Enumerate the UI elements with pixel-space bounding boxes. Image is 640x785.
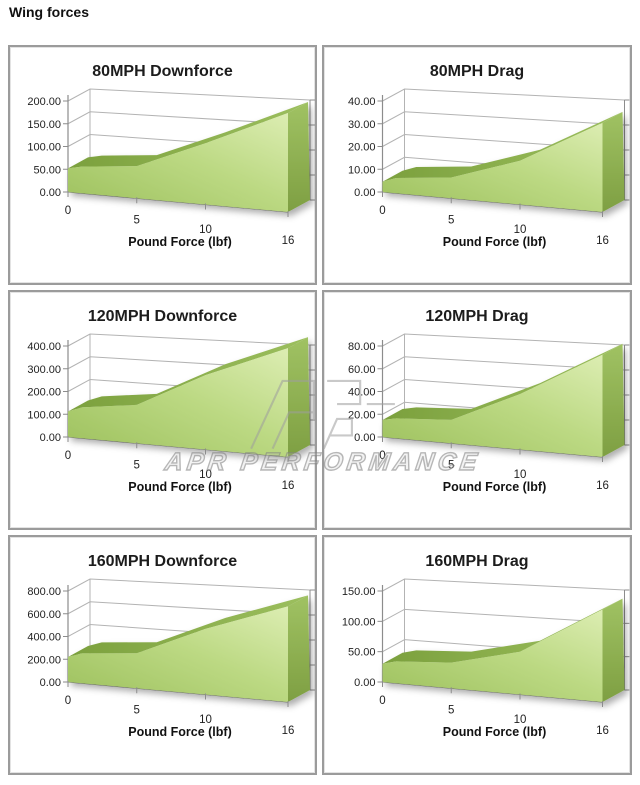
svg-text:Pound Force (lbf): Pound Force (lbf) — [443, 725, 546, 739]
area-chart-80mph-drag: 0.00 10.00 20.00 30.00 40.00 0 5 10 16 Pound Forc… — [348, 88, 630, 249]
svg-text:400.00: 400.00 — [27, 341, 61, 353]
chart-title: 120MPH Drag — [425, 308, 529, 325]
page-title: Wing forces — [9, 4, 89, 20]
svg-text:100.00: 100.00 — [342, 616, 376, 628]
svg-text:5: 5 — [134, 459, 140, 471]
svg-text:5: 5 — [134, 214, 140, 226]
svg-text:50.00: 50.00 — [33, 164, 61, 176]
svg-text:600.00: 600.00 — [27, 609, 61, 621]
area-chart-120mph-drag: 0.00 20.00 40.00 60.00 80.00 0 5 10 16 Pound Forc… — [348, 333, 630, 494]
chart-title: 160MPH Drag — [425, 553, 529, 570]
chart-title: 120MPH Downforce — [87, 308, 238, 325]
area-chart-160mph-downforce: 0.00 200.00 400.00 600.00 800.00 0 5 10 16 Pound … — [27, 578, 315, 739]
svg-text:30.00: 30.00 — [348, 119, 376, 131]
svg-text:Pound Force (lbf): Pound Force (lbf) — [443, 480, 546, 494]
svg-text:0.00: 0.00 — [40, 187, 61, 199]
chart-title: 160MPH Downforce — [87, 553, 238, 570]
area-chart-160mph-drag: 0.00 50.00 100.00 150.00 0 5 10 16 Pound Force (… — [342, 578, 630, 739]
svg-text:200.00: 200.00 — [27, 96, 61, 108]
svg-text:0.00: 0.00 — [354, 677, 375, 689]
svg-text:10.00: 10.00 — [348, 164, 376, 176]
svg-text:Pound Force (lbf): Pound Force (lbf) — [128, 235, 231, 249]
svg-text:10: 10 — [514, 224, 527, 236]
svg-text:0: 0 — [379, 450, 385, 462]
svg-text:16: 16 — [596, 480, 609, 492]
svg-text:200.00: 200.00 — [27, 654, 61, 666]
svg-text:Pound Force (lbf): Pound Force (lbf) — [128, 725, 231, 739]
chart-title: 80MPH Drag — [429, 63, 525, 80]
svg-text:Pound Force (lbf): Pound Force (lbf) — [128, 480, 231, 494]
svg-text:800.00: 800.00 — [27, 586, 61, 598]
svg-text:10: 10 — [514, 469, 527, 481]
svg-text:0.00: 0.00 — [40, 432, 61, 444]
svg-text:40.00: 40.00 — [348, 387, 376, 399]
chart-panel-80mph-downforce: 80MPH Downforce 0.00 50.00 100.00 150.00 200… — [8, 45, 317, 285]
chart-title: 80MPH Downforce — [92, 63, 233, 80]
svg-text:200.00: 200.00 — [27, 387, 61, 399]
svg-text:16: 16 — [282, 480, 295, 492]
svg-text:0.00: 0.00 — [354, 187, 375, 199]
svg-text:150.00: 150.00 — [27, 119, 61, 131]
chart-panel-80mph-drag: 80MPH Drag 0.00 10.00 20.00 30.00 40.00 0 5 10 1… — [322, 45, 632, 285]
svg-text:400.00: 400.00 — [27, 632, 61, 644]
svg-text:16: 16 — [282, 235, 295, 247]
svg-text:0: 0 — [379, 695, 385, 707]
svg-text:40.00: 40.00 — [348, 96, 376, 108]
svg-text:5: 5 — [134, 704, 140, 716]
chart-panel-160mph-downforce: 160MPH Downforce 0.00 200.00 400.00 600.00 8… — [8, 535, 317, 775]
svg-text:16: 16 — [596, 235, 609, 247]
svg-text:20.00: 20.00 — [348, 409, 376, 421]
chart-panel-120mph-drag: 120MPH Drag 0.00 20.00 40.00 60.00 80.00 0 5 10… — [322, 290, 632, 530]
svg-text:0: 0 — [65, 695, 71, 707]
area-chart-120mph-downforce: 0.00 100.00 200.00 300.00 400.00 0 5 10 16 Pound … — [27, 333, 315, 494]
svg-text:5: 5 — [448, 704, 454, 716]
svg-text:50.00: 50.00 — [348, 647, 376, 659]
svg-text:10: 10 — [199, 714, 212, 726]
svg-text:0.00: 0.00 — [354, 432, 375, 444]
area-chart-80mph-downforce: 0.00 50.00 100.00 150.00 200.00 0 5 10 16 Pound F… — [27, 88, 315, 249]
svg-text:100.00: 100.00 — [27, 409, 61, 421]
svg-text:60.00: 60.00 — [348, 364, 376, 376]
svg-text:Pound Force (lbf): Pound Force (lbf) — [443, 235, 546, 249]
svg-text:150.00: 150.00 — [342, 586, 376, 598]
svg-text:0.00: 0.00 — [40, 677, 61, 689]
svg-text:100.00: 100.00 — [27, 142, 61, 154]
svg-text:300.00: 300.00 — [27, 364, 61, 376]
svg-text:80.00: 80.00 — [348, 341, 376, 353]
svg-text:0: 0 — [65, 205, 71, 217]
svg-text:5: 5 — [448, 459, 454, 471]
svg-text:16: 16 — [282, 725, 295, 737]
svg-text:10: 10 — [514, 714, 527, 726]
svg-text:10: 10 — [199, 224, 212, 236]
svg-text:5: 5 — [448, 214, 454, 226]
svg-text:0: 0 — [65, 450, 71, 462]
svg-text:10: 10 — [199, 469, 212, 481]
charts-grid: 80MPH Downforce 0.00 50.00 100.00 150.00 200… — [8, 45, 632, 775]
chart-panel-160mph-drag: 160MPH Drag 0.00 50.00 100.00 150.00 0 5 10 16 P… — [322, 535, 632, 775]
chart-panel-120mph-downforce: 120MPH Downforce 0.00 100.00 200.00 300.00 4… — [8, 290, 317, 530]
svg-text:20.00: 20.00 — [348, 142, 376, 154]
svg-text:16: 16 — [596, 725, 609, 737]
svg-text:0: 0 — [379, 205, 385, 217]
